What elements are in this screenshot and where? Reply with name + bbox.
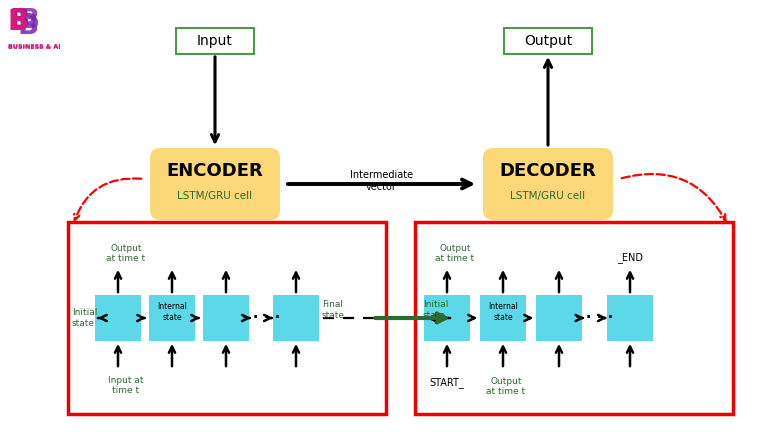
Bar <box>480 295 526 341</box>
Text: B: B <box>20 8 40 34</box>
Bar <box>504 28 592 54</box>
Text: LSTM/GRU cell: LSTM/GRU cell <box>511 191 585 201</box>
Text: ENCODER: ENCODER <box>167 162 263 180</box>
Bar <box>424 295 470 341</box>
Text: BUSINESS & AI: BUSINESS & AI <box>8 44 61 49</box>
Bar <box>203 295 249 341</box>
Text: · · · ·: · · · · <box>575 311 614 325</box>
Bar <box>536 295 582 341</box>
Text: Output: Output <box>524 34 572 48</box>
Text: Output
at time t: Output at time t <box>435 244 475 263</box>
FancyBboxPatch shape <box>150 148 280 220</box>
Text: Intermediate
vector: Intermediate vector <box>350 170 413 192</box>
Text: B: B <box>10 8 30 34</box>
Bar <box>273 295 319 341</box>
Text: START_: START_ <box>429 377 465 388</box>
Text: Input: Input <box>197 34 233 48</box>
Text: _END: _END <box>617 252 643 263</box>
Bar <box>176 28 254 54</box>
Bar <box>68 222 386 414</box>
Text: · · · ·: · · · · <box>242 311 280 325</box>
Bar <box>415 222 733 414</box>
Text: B: B <box>18 12 39 40</box>
Text: Initial
state: Initial state <box>72 308 98 328</box>
Text: Initial
state: Initial state <box>423 300 449 320</box>
Text: Internal
state: Internal state <box>157 302 187 322</box>
FancyArrowPatch shape <box>74 178 141 220</box>
Text: DECODER: DECODER <box>500 162 597 180</box>
Bar <box>95 295 141 341</box>
FancyArrowPatch shape <box>621 174 726 220</box>
Bar <box>149 295 195 341</box>
Text: B: B <box>8 8 29 36</box>
Text: Input at
time t: Input at time t <box>108 376 144 395</box>
FancyBboxPatch shape <box>483 148 613 220</box>
Text: Final
state: Final state <box>322 300 345 320</box>
Text: LSTM/GRU cell: LSTM/GRU cell <box>177 191 253 201</box>
Bar <box>607 295 653 341</box>
Text: BUSINESS & AI: BUSINESS & AI <box>8 45 61 50</box>
Text: Internal
state: Internal state <box>488 302 518 322</box>
Text: Output
at time t: Output at time t <box>107 244 146 263</box>
Text: Output
at time t: Output at time t <box>486 377 525 397</box>
